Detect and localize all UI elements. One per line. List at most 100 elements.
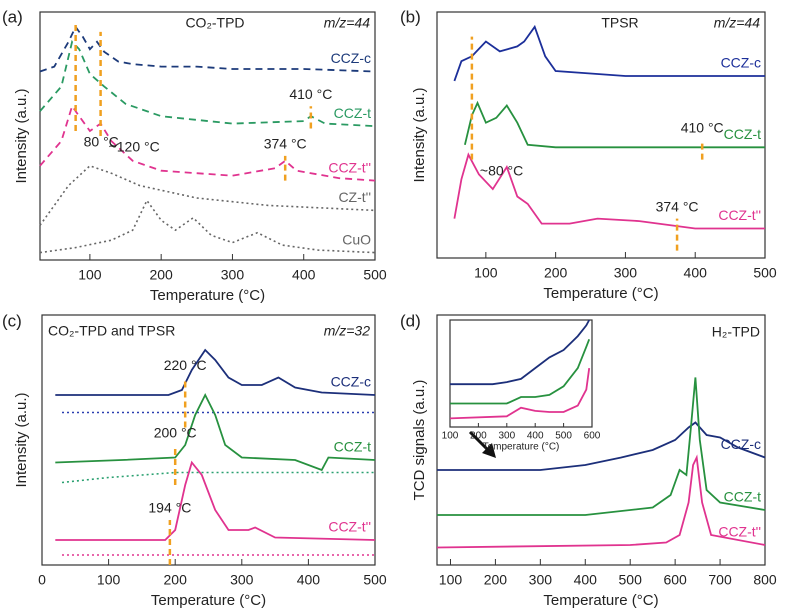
- x-tick-label: 600: [584, 431, 601, 442]
- series-label: CuO: [342, 231, 371, 247]
- series-label: CCZ-t: [724, 489, 761, 505]
- chart-title: CO₂-TPD: [185, 15, 244, 31]
- peak-label: 410 °C: [289, 86, 332, 102]
- series-label: CCZ-c: [721, 436, 761, 452]
- series-label: CCZ-t'': [328, 519, 371, 535]
- x-tick-label: 100: [442, 431, 459, 442]
- y-axis-label: Intensity (a.u.): [13, 88, 30, 183]
- peak-label: 80 °C: [84, 134, 119, 150]
- panel-label: (c): [2, 311, 22, 330]
- annotation: m/z=44: [714, 15, 761, 31]
- data-line: [436, 454, 766, 549]
- chart-title: CO₂-TPD and TPSR: [48, 323, 175, 339]
- x-tick-label: 100: [78, 267, 102, 283]
- inset-frame: [449, 319, 593, 428]
- data-line: [464, 100, 765, 149]
- chart-title: TPSR: [601, 15, 638, 31]
- data-line: [55, 348, 376, 396]
- x-tick-label: 800: [753, 572, 777, 588]
- x-tick-label: 200: [470, 431, 487, 442]
- series-label: CCZ-t: [724, 126, 761, 142]
- x-axis-label: Temperature (°C): [150, 287, 265, 304]
- peak-label: ~120 °C: [109, 139, 160, 155]
- peak-label: 194 °C: [148, 500, 191, 516]
- annotation: m/z=44: [324, 15, 371, 31]
- data-line: [39, 25, 376, 73]
- x-tick-label: 100: [439, 572, 463, 588]
- inset-background: [450, 320, 592, 427]
- x-tick-label: 300: [498, 431, 515, 442]
- x-tick-label: 600: [663, 572, 687, 588]
- chart-title: H₂-TPD: [712, 324, 760, 340]
- peak-label: 410 °C: [681, 120, 724, 136]
- plot-frame: [436, 314, 766, 566]
- data-line: [450, 319, 590, 386]
- peak-label: ~80 °C: [480, 162, 523, 178]
- data-line: [437, 421, 766, 471]
- data-line: [453, 24, 765, 82]
- series-label: CCZ-t: [334, 439, 371, 455]
- panel-label: (b): [400, 7, 421, 26]
- peak-label: 220 °C: [164, 357, 207, 373]
- data-line: [450, 338, 591, 405]
- y-axis-label: TCD signals (a.u.): [411, 380, 428, 501]
- data-line: [437, 377, 766, 516]
- x-tick-label: 400: [527, 431, 544, 442]
- x-tick-label: 200: [149, 267, 173, 283]
- plot-frame: [436, 11, 766, 259]
- series-label: CCZ-c: [331, 374, 371, 390]
- peak-label: 374 °C: [656, 198, 699, 214]
- x-axis-label: Temperature (°C): [543, 592, 658, 609]
- series-label: CCZ-c: [331, 50, 371, 66]
- x-tick-label: 0: [38, 572, 46, 588]
- x-tick-label: 100: [97, 572, 121, 588]
- x-tick-label: 200: [544, 265, 568, 281]
- series-label: CCZ-c: [721, 55, 761, 71]
- series-label: CCZ-t'': [718, 207, 761, 223]
- x-tick-label: 400: [297, 572, 321, 588]
- x-axis-label: Temperature (°C): [151, 592, 266, 609]
- x-tick-label: 500: [363, 572, 387, 588]
- x-tick-label: 400: [684, 265, 708, 281]
- data-line: [453, 152, 765, 230]
- x-tick-label: 500: [753, 265, 777, 281]
- peak-label: 374 °C: [264, 136, 307, 152]
- series-label: CCZ-t: [334, 105, 371, 121]
- data-line: [449, 367, 591, 420]
- x-tick-label: 200: [164, 572, 188, 588]
- data-line: [55, 460, 376, 541]
- x-tick-label: 500: [619, 572, 643, 588]
- series-label: CZ-t'': [338, 189, 371, 205]
- y-axis-label: Intensity (a.u.): [411, 87, 428, 182]
- data-line: [39, 39, 376, 127]
- plot-frame: [41, 314, 376, 566]
- series-label: CCZ-t'': [718, 524, 761, 540]
- x-tick-label: 200: [484, 572, 508, 588]
- panel-label: (a): [2, 7, 23, 26]
- data-line: [39, 164, 376, 226]
- x-tick-label: 400: [292, 267, 316, 283]
- x-axis-label: Temperature (°C): [483, 442, 560, 453]
- y-axis-label: Intensity (a.u.): [13, 392, 30, 487]
- peak-label: 200 °C: [154, 425, 197, 441]
- panel-label: (d): [400, 311, 421, 330]
- annotation: m/z=32: [324, 323, 371, 339]
- x-tick-label: 300: [221, 267, 245, 283]
- x-tick-label: 300: [230, 572, 254, 588]
- plot-frame: [39, 11, 376, 261]
- x-axis-label: Temperature (°C): [543, 285, 658, 302]
- x-tick-label: 500: [555, 431, 572, 442]
- x-tick-label: 300: [614, 265, 638, 281]
- x-tick-label: 700: [708, 572, 732, 588]
- x-tick-label: 400: [574, 572, 598, 588]
- x-tick-label: 100: [474, 265, 498, 281]
- data-line: [61, 471, 375, 484]
- series-label: CCZ-t'': [328, 159, 371, 175]
- x-tick-label: 500: [363, 267, 387, 283]
- data-line: [55, 392, 376, 472]
- arrow: [468, 430, 496, 458]
- data-line: [39, 198, 376, 254]
- x-tick-label: 300: [529, 572, 553, 588]
